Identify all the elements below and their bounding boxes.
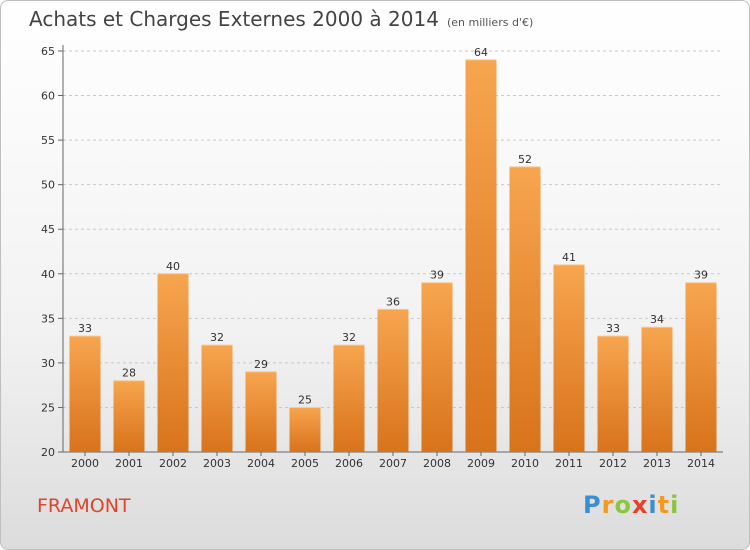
logo-letter: x	[631, 491, 649, 519]
x-tick-label: 2010	[511, 457, 539, 470]
bar	[685, 282, 717, 452]
logo-letter: r	[601, 491, 615, 519]
x-tick-label: 2004	[247, 457, 275, 470]
data-label: 39	[694, 269, 708, 282]
bar	[289, 407, 321, 452]
tick-labels: 20 25 30 35 40 45 50 55 60 65 2000 2001 2002 2003 2004…	[41, 45, 715, 470]
y-tick-label: 45	[41, 223, 55, 236]
bars	[69, 59, 717, 453]
x-tick-label: 2012	[599, 457, 627, 470]
x-tick-label: 2008	[423, 457, 451, 470]
logo-letter: i	[670, 491, 680, 519]
y-tick-label: 30	[41, 357, 55, 370]
logo-letter: P	[583, 491, 602, 519]
data-label: 25	[298, 393, 312, 406]
logo-letter: t	[657, 491, 671, 519]
chart-title: Achats et Charges Externes 2000 à 2014 (e…	[29, 7, 533, 31]
x-tick-label: 2006	[335, 457, 363, 470]
chart-unit: (en milliers d'€)	[446, 16, 534, 29]
data-label: 32	[210, 331, 224, 344]
data-label: 34	[650, 313, 664, 326]
bar	[377, 309, 409, 452]
data-label: 64	[474, 46, 488, 59]
logo-letter: o	[614, 491, 632, 519]
bar	[113, 380, 145, 452]
x-tick-label: 2001	[115, 457, 143, 470]
data-label: 40	[166, 260, 180, 273]
x-tick-label: 2000	[71, 457, 99, 470]
bar	[69, 336, 101, 452]
bar	[201, 345, 233, 452]
bar	[245, 371, 277, 452]
data-label: 28	[122, 367, 136, 380]
data-label: 29	[254, 358, 268, 371]
bar	[157, 273, 189, 452]
data-labels: 33 28 40 32 29 25 32 36 39 64 52 41 33 34 39	[78, 46, 708, 407]
x-tick-label: 2003	[203, 457, 231, 470]
y-tick-label: 25	[41, 401, 55, 414]
data-label: 39	[430, 269, 444, 282]
proxiti-logo: Proxiti	[583, 491, 679, 519]
logo-letter: i	[648, 491, 658, 519]
bar	[465, 59, 497, 453]
y-tick-label: 50	[41, 179, 55, 192]
y-tick-label: 55	[41, 134, 55, 147]
data-label: 32	[342, 331, 356, 344]
y-tick-label: 20	[41, 446, 55, 459]
x-tick-label: 2009	[467, 457, 495, 470]
bar	[509, 166, 541, 452]
chart-title-text: Achats et Charges Externes 2000 à 2014	[29, 7, 439, 31]
x-tick-label: 2014	[687, 457, 715, 470]
bar	[333, 345, 365, 452]
y-tick-label: 65	[41, 45, 55, 58]
bar	[597, 336, 629, 452]
bar	[553, 264, 585, 452]
data-label: 52	[518, 153, 532, 166]
data-label: 33	[78, 322, 92, 335]
y-tick-label: 35	[41, 312, 55, 325]
data-label: 41	[562, 251, 576, 264]
x-tick-label: 2011	[555, 457, 583, 470]
data-label: 36	[386, 295, 400, 308]
x-tick-label: 2013	[643, 457, 671, 470]
bar	[641, 327, 673, 452]
y-tick-label: 40	[41, 268, 55, 281]
y-tick-label: 60	[41, 90, 55, 103]
x-tick-label: 2007	[379, 457, 407, 470]
x-tick-label: 2005	[291, 457, 319, 470]
x-tick-label: 2002	[159, 457, 187, 470]
bar	[421, 282, 453, 452]
commune-name: FRAMONT	[37, 495, 131, 517]
data-label: 33	[606, 322, 620, 335]
